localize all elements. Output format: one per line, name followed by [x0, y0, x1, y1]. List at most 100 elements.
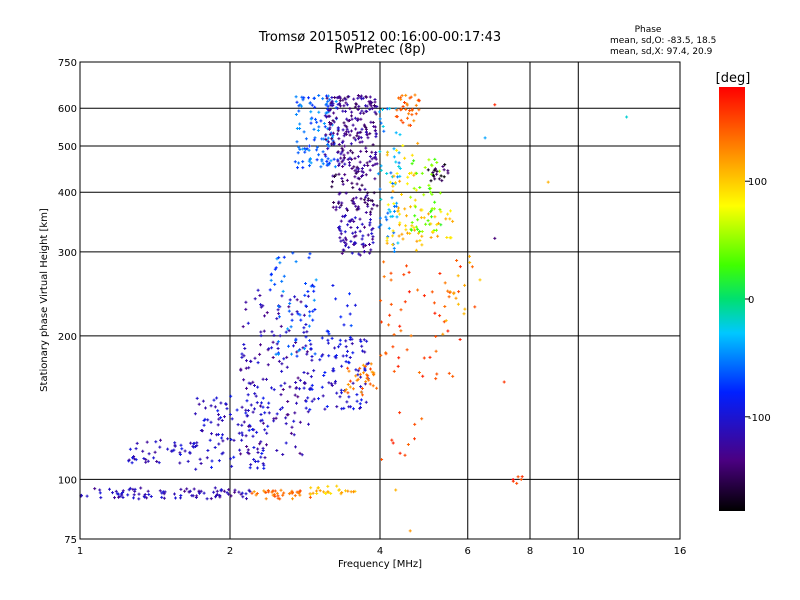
data-point	[305, 330, 309, 334]
data-point	[245, 445, 249, 448]
data-point	[273, 282, 277, 286]
data-point	[304, 406, 308, 410]
data-point	[244, 300, 248, 304]
data-point	[374, 157, 378, 161]
data-point	[360, 387, 364, 390]
phase-stats-x: mean, sd,X: 97.4, 20.9	[610, 47, 713, 57]
data-point	[262, 329, 266, 333]
data-point	[352, 97, 356, 101]
data-point	[625, 115, 629, 119]
data-point	[376, 172, 380, 176]
data-point	[294, 95, 298, 99]
data-point	[324, 138, 328, 141]
data-point	[241, 325, 245, 329]
data-point	[295, 401, 298, 405]
data-point	[315, 148, 319, 152]
colorbar-label: [deg]	[716, 71, 751, 86]
data-point	[117, 495, 120, 499]
data-point	[349, 218, 353, 222]
data-point	[362, 163, 366, 167]
data-point	[359, 340, 363, 343]
data-point	[152, 456, 156, 460]
data-point	[267, 347, 271, 351]
data-point	[278, 497, 282, 501]
data-point	[137, 497, 141, 501]
data-point	[463, 283, 467, 287]
data-point	[179, 443, 183, 447]
data-point	[370, 232, 374, 236]
data-point	[391, 214, 395, 218]
data-point	[381, 125, 385, 128]
data-point	[416, 141, 420, 145]
data-point	[401, 121, 405, 125]
data-point	[285, 365, 289, 369]
data-point	[354, 102, 358, 106]
data-point	[473, 305, 477, 309]
data-point	[395, 148, 399, 152]
data-point	[311, 309, 315, 313]
data-point	[367, 378, 371, 382]
data-point	[366, 204, 370, 208]
data-point	[363, 250, 366, 253]
data-point	[259, 330, 263, 334]
data-point	[330, 96, 334, 99]
data-point	[348, 119, 351, 122]
data-point	[394, 160, 398, 164]
data-point	[213, 446, 217, 449]
data-point	[287, 329, 291, 333]
data-point	[455, 259, 459, 262]
data-point	[259, 419, 263, 423]
data-point	[389, 302, 393, 306]
data-point	[360, 183, 364, 187]
data-point	[331, 180, 334, 184]
data-point	[240, 423, 244, 427]
data-point	[393, 204, 396, 208]
data-point	[326, 136, 330, 140]
data-point	[384, 352, 388, 356]
data-point	[405, 348, 409, 352]
data-point	[292, 419, 296, 423]
data-point	[429, 190, 432, 194]
data-point	[348, 156, 352, 160]
data-point	[276, 496, 280, 500]
data-point	[334, 173, 338, 177]
data-point	[309, 342, 313, 346]
data-point	[354, 196, 358, 200]
data-point	[399, 97, 403, 101]
data-point	[359, 385, 363, 389]
data-point	[446, 171, 450, 175]
data-point	[407, 112, 411, 116]
data-point	[356, 131, 359, 135]
data-point	[441, 165, 445, 168]
data-point	[371, 384, 375, 388]
data-point	[416, 288, 420, 292]
data-point	[325, 111, 329, 115]
data-point	[348, 356, 352, 359]
data-point	[340, 160, 344, 164]
data-point	[244, 408, 248, 412]
data-point	[326, 104, 330, 108]
data-point	[379, 353, 383, 357]
data-point	[423, 166, 427, 169]
data-point	[344, 132, 348, 136]
data-point	[331, 131, 335, 135]
data-point	[322, 122, 326, 125]
data-point	[247, 381, 251, 385]
data-point	[201, 429, 204, 433]
chart-title: Tromsø 20150512 00:16:00-00:17:43	[258, 30, 501, 45]
data-point	[287, 305, 291, 309]
data-point	[347, 130, 351, 134]
data-point	[337, 201, 340, 205]
data-point	[410, 224, 414, 228]
data-point	[253, 407, 256, 411]
data-point	[359, 197, 363, 201]
data-point	[194, 467, 198, 471]
data-point	[382, 260, 386, 264]
data-point	[403, 101, 406, 104]
data-point	[284, 441, 288, 445]
data-point	[261, 377, 265, 381]
data-point	[311, 491, 315, 495]
data-point	[275, 449, 279, 452]
data-point	[147, 493, 151, 496]
data-point	[327, 109, 331, 112]
